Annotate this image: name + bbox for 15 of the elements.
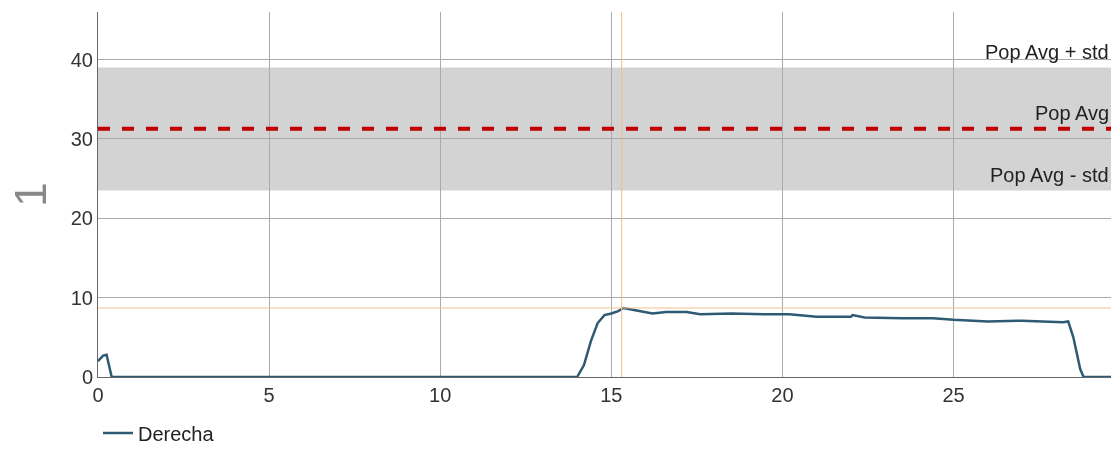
x-tick-label: 5 (263, 384, 275, 406)
x-tick-label: 20 (771, 384, 794, 406)
y-tick-label: 40 (70, 48, 93, 71)
x-tick-label: 25 (942, 384, 965, 406)
ref-line-label: Pop Avg (1035, 102, 1110, 124)
legend-label: Derecha (138, 422, 215, 445)
annotation: Pop Avg + std (985, 41, 1109, 63)
y-tick-label: 30 (70, 127, 93, 150)
annotation: Pop Avg - std (990, 164, 1109, 186)
y-tick-label: 10 (70, 286, 93, 309)
x-tick-label: 15 (600, 384, 623, 406)
y-tick-label: 0 (81, 366, 93, 388)
y-tick-label: 20 (70, 207, 93, 230)
x-tick-label: 10 (429, 384, 452, 406)
y-axis-title: 1 (5, 182, 55, 207)
